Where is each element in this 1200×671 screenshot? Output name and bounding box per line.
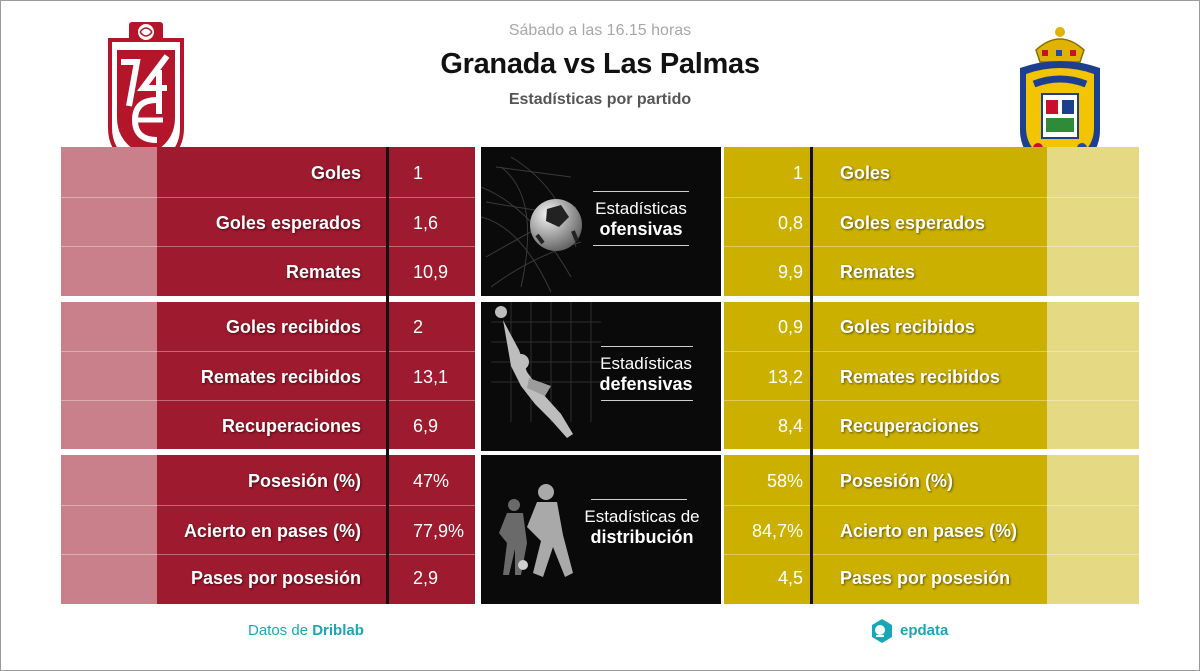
epdata-logo-icon: [872, 619, 892, 643]
away-stat-value: 4,5: [777, 568, 803, 588]
ball-in-net-icon: [481, 156, 582, 293]
data-source-prefix: Datos de: [248, 622, 309, 639]
home-stat-value: 6,9: [413, 416, 439, 436]
row-separator: [724, 351, 1139, 352]
home-stat-label: Remates: [285, 262, 361, 282]
away-stat-label: Goles: [840, 163, 891, 183]
away-stat-label: Recuperaciones: [840, 416, 980, 436]
home-stat-label: Posesión (%): [247, 471, 361, 491]
away-stat-value: 84,7%: [751, 521, 803, 541]
panel-title: Estadísticas ofensivas: [581, 199, 701, 239]
panel-rule-top: [591, 499, 687, 500]
home-stat-value: 10,9: [413, 262, 449, 282]
panel-rule-top: [593, 191, 689, 192]
panel-title-line2: distribución: [590, 527, 694, 547]
home-stat-value: 1,6: [413, 213, 439, 233]
away-stat-value: 0,9: [777, 317, 803, 337]
away-stat-value: 8,4: [777, 416, 803, 436]
away-stat-label: Remates recibidos: [840, 367, 1001, 387]
home-stat-label: Acierto en pases (%): [183, 521, 361, 541]
away-stat-label: Posesión (%): [840, 471, 954, 491]
panel-title-line1: Estadísticas de: [584, 507, 700, 526]
home-stat-value: 2: [413, 317, 424, 337]
goalkeeper-dive-icon: [491, 302, 601, 438]
match-title: Granada vs Las Palmas: [440, 48, 760, 80]
home-stat-value: 2,9: [413, 568, 439, 588]
home-side-band: [157, 147, 475, 604]
section-gap: [61, 449, 1139, 455]
defensive-stats-panel: Estadísticas defensivas: [481, 302, 721, 451]
row-separator: [61, 351, 475, 352]
panel-title-line1: Estadísticas: [600, 354, 692, 373]
away-stat-label: Goles recibidos: [840, 317, 976, 337]
away-stat-value: 9,9: [777, 262, 803, 282]
home-stat-label: Goles recibidos: [225, 317, 361, 337]
row-separator: [724, 246, 1139, 247]
epdata-brand-name: epdata: [900, 622, 949, 639]
row-separator: [61, 197, 475, 198]
home-stat-value: 47%: [413, 471, 450, 491]
panel-title: Estadísticas de distribución: [577, 507, 707, 547]
row-separator: [61, 505, 475, 506]
away-stat-label: Goles esperados: [840, 213, 986, 233]
panel-title: Estadísticas defensivas: [586, 354, 706, 394]
panel-rule-bottom: [601, 400, 693, 401]
home-stat-value: 13,1: [413, 367, 449, 387]
kickoff-time: Sábado a las 16.15 horas: [508, 22, 692, 39]
home-stat-label: Recuperaciones: [221, 416, 361, 436]
data-source-credit: Datos de Driblab: [248, 622, 364, 639]
panel-title-line2: defensivas: [599, 374, 693, 394]
panel-title-line1: Estadísticas: [595, 199, 687, 218]
away-side-band: [724, 147, 1047, 604]
away-stat-value: 0,8: [777, 213, 803, 233]
home-divider-line: [386, 147, 389, 604]
home-side-pale-band: [61, 147, 157, 604]
players-passing-icon: [499, 484, 573, 577]
away-divider-line: [810, 147, 813, 604]
away-stat-label: Acierto en pases (%): [840, 521, 1018, 541]
away-stat-label: Remates: [840, 262, 916, 282]
away-stat-value: 13,2: [767, 367, 803, 387]
row-separator: [724, 197, 1139, 198]
data-source-name: Driblab: [312, 622, 364, 639]
row-separator: [724, 554, 1139, 555]
row-separator: [61, 400, 475, 401]
away-stat-value: 1: [792, 163, 803, 183]
distribution-stats-panel: Estadísticas de distribución: [481, 455, 721, 604]
away-crest-logo: [1016, 20, 1104, 178]
offensive-stats-panel: Estadísticas ofensivas: [481, 147, 721, 296]
home-stat-label: Goles: [310, 163, 361, 183]
home-stat-value: 1: [413, 163, 424, 183]
home-stat-value: 77,9%: [413, 521, 465, 541]
page-subtitle: Estadísticas por partido: [508, 91, 692, 108]
row-separator: [61, 246, 475, 247]
away-side-pale-band: [1047, 147, 1139, 604]
row-separator: [724, 400, 1139, 401]
row-separator: [61, 554, 475, 555]
section-gap: [61, 296, 1139, 302]
epdata-brand: epdata: [870, 618, 948, 644]
panel-rule-top: [601, 346, 693, 347]
panel-rule-bottom: [593, 245, 689, 246]
away-stat-label: Pases por posesión: [840, 568, 1011, 588]
home-stat-label: Goles esperados: [215, 213, 361, 233]
home-stat-label: Pases por posesión: [190, 568, 361, 588]
row-separator: [724, 505, 1139, 506]
panel-title-line2: ofensivas: [599, 219, 683, 239]
away-stat-value: 58%: [766, 471, 803, 491]
home-stat-label: Remates recibidos: [200, 367, 361, 387]
